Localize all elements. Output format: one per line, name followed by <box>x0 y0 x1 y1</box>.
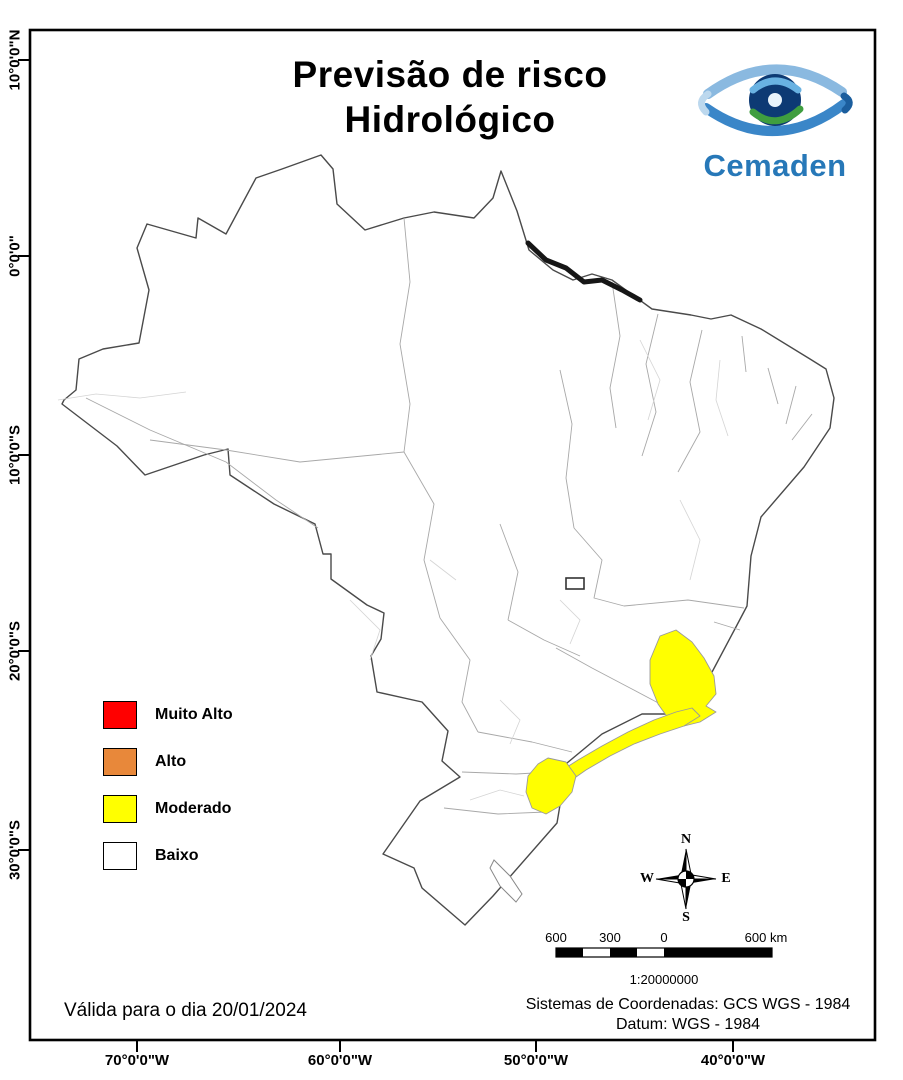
legend-swatch-muito-alto <box>103 701 137 729</box>
scale-label-0: 0 <box>660 930 668 945</box>
compass-s: S <box>682 910 690 925</box>
risk-regions-moderado <box>525 629 717 815</box>
compass-w: W <box>640 871 654 886</box>
title-line-2: Hidrológico <box>344 99 556 140</box>
longitude-ticks <box>136 1040 734 1052</box>
lon-label-70w: 70°0'0"W <box>104 1052 170 1069</box>
legend-swatch-alto <box>103 748 137 776</box>
legend-item-moderado: Moderado <box>103 795 231 823</box>
compass-n: N <box>680 832 692 847</box>
lagoon <box>489 859 523 903</box>
cemaden-logo-icon <box>698 64 853 137</box>
latitude-ticks <box>18 59 30 851</box>
lat-label-20s: 20°0'0"S <box>6 620 24 682</box>
legend-label-muito-alto: Muito Alto <box>155 706 233 723</box>
legend-swatch-moderado <box>103 795 137 823</box>
title-line-1: Previsão de risco <box>292 54 608 95</box>
state-boundaries <box>85 217 813 815</box>
lon-label-50w: 50°0'0"W <box>503 1052 569 1069</box>
lon-label-60w: 60°0'0"W <box>307 1052 373 1069</box>
map-frame <box>28 28 877 1042</box>
dark-coastline <box>525 240 643 303</box>
page-title: Previsão de risco Hidrológico <box>200 52 700 142</box>
brazil-outline <box>61 154 835 926</box>
legend-label-moderado: Moderado <box>155 800 232 817</box>
compass-rose <box>655 848 717 910</box>
coordinate-system-line1: Sistemas de Coordenadas: GCS WGS - 1984 <box>525 996 851 1013</box>
lon-label-40w: 40°0'0"W <box>700 1052 766 1069</box>
lat-label-30s: 30°0'0"S <box>6 819 24 881</box>
validity-note: Válida para o dia 20/01/2024 <box>64 1000 307 1021</box>
legend-item-baixo: Baixo <box>103 842 199 870</box>
legend-label-alto: Alto <box>155 753 187 770</box>
distrito-federal <box>565 577 585 590</box>
legend-label-baixo: Baixo <box>155 847 199 864</box>
lat-label-10n: 10°0'0"N <box>6 29 24 91</box>
lat-label-10s: 10°0'0"S <box>6 424 24 486</box>
scale-ratio: 1:20000000 <box>629 972 699 987</box>
coordinate-system-line2: Datum: WGS - 1984 <box>615 1016 761 1033</box>
scale-label-600-km: 600 km <box>744 930 788 945</box>
cemaden-wordmark: Cemaden <box>703 148 847 183</box>
scale-label-600-left: 600 <box>545 930 567 945</box>
lat-label-0: 0°0'0" <box>6 235 24 277</box>
legend-swatch-baixo <box>103 842 137 870</box>
scale-bar <box>555 947 773 958</box>
compass-e: E <box>721 871 731 886</box>
scale-label-300: 300 <box>599 930 621 945</box>
legend-item-alto: Alto <box>103 748 186 776</box>
legend-item-muito-alto: Muito Alto <box>103 701 233 729</box>
municipal-boundaries <box>57 339 729 801</box>
